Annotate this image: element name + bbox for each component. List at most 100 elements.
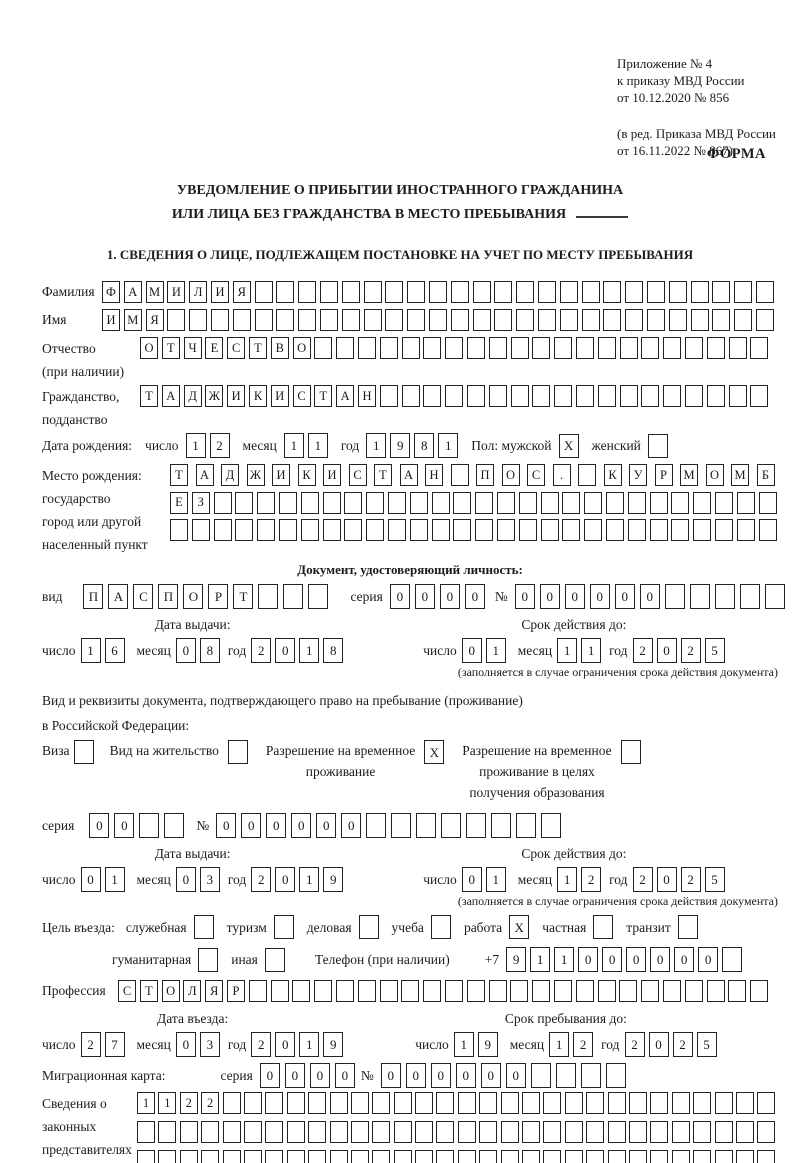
char-cell[interactable] [510, 385, 529, 407]
char-cell[interactable] [603, 309, 622, 331]
char-cell[interactable] [559, 309, 578, 331]
char-cell[interactable] [137, 1121, 155, 1143]
char-cell[interactable]: 0 [175, 638, 196, 663]
char-cell[interactable] [562, 519, 581, 541]
char-cell[interactable] [735, 1092, 754, 1114]
char-cell[interactable]: Т [161, 337, 180, 359]
char-cell[interactable]: 0 [656, 638, 677, 663]
char-cell[interactable]: 3 [199, 867, 220, 892]
char-cell[interactable]: 8 [323, 638, 344, 663]
char-cell[interactable] [314, 980, 333, 1002]
char-cell[interactable] [541, 813, 562, 838]
char-cell[interactable] [518, 491, 537, 514]
char-cell[interactable] [436, 1121, 455, 1143]
char-cell[interactable]: 0 [89, 813, 110, 838]
char-cell[interactable] [714, 584, 735, 609]
char-cell[interactable]: X [424, 740, 445, 764]
char-cell[interactable]: 2 [251, 638, 272, 663]
char-cell[interactable] [235, 491, 254, 514]
char-cell[interactable] [322, 519, 341, 541]
char-cell[interactable]: 0 [114, 813, 135, 838]
char-cell[interactable] [170, 519, 188, 541]
char-cell[interactable] [619, 980, 638, 1002]
char-cell[interactable] [684, 337, 703, 359]
char-cell[interactable] [586, 1121, 605, 1143]
char-cell[interactable] [736, 519, 755, 541]
char-cell[interactable]: 0 [175, 867, 196, 892]
char-cell[interactable] [466, 813, 487, 838]
char-cell[interactable] [706, 385, 725, 407]
char-cell[interactable] [706, 337, 725, 359]
char-cell[interactable] [379, 337, 398, 359]
char-cell[interactable]: К [248, 385, 267, 407]
char-cell[interactable]: 8 [414, 433, 435, 458]
char-cell[interactable]: 0 [175, 1032, 196, 1057]
char-cell[interactable]: 0 [639, 584, 660, 609]
char-cell[interactable]: 9 [390, 433, 411, 458]
char-cell[interactable] [407, 309, 426, 331]
char-cell[interactable] [385, 309, 404, 331]
char-cell[interactable] [466, 385, 485, 407]
char-cell[interactable] [308, 1150, 327, 1163]
char-cell[interactable] [564, 1150, 583, 1163]
char-cell[interactable]: А [161, 385, 180, 407]
char-cell[interactable]: 1 [485, 638, 506, 663]
char-cell[interactable] [516, 309, 535, 331]
char-cell[interactable]: А [336, 385, 355, 407]
char-cell[interactable] [428, 281, 447, 303]
char-cell[interactable]: Я [232, 281, 251, 303]
char-cell[interactable]: 0 [464, 584, 485, 609]
char-cell[interactable] [646, 309, 665, 331]
char-cell[interactable] [213, 491, 232, 514]
char-cell[interactable] [628, 1092, 647, 1114]
char-cell[interactable]: Т [233, 584, 254, 609]
char-cell[interactable] [664, 584, 685, 609]
char-cell[interactable]: Л [189, 281, 208, 303]
char-cell[interactable] [254, 281, 273, 303]
char-cell[interactable]: Ч [183, 337, 202, 359]
char-cell[interactable] [227, 740, 248, 764]
char-cell[interactable] [581, 281, 600, 303]
char-cell[interactable]: А [123, 281, 142, 303]
char-cell[interactable] [423, 337, 442, 359]
char-cell[interactable] [555, 1063, 576, 1088]
char-cell[interactable]: 9 [323, 1032, 344, 1057]
char-cell[interactable]: Е [205, 337, 224, 359]
char-cell[interactable] [445, 337, 464, 359]
char-cell[interactable] [706, 980, 725, 1002]
char-cell[interactable] [350, 1121, 369, 1143]
char-cell[interactable] [684, 980, 703, 1002]
char-cell[interactable] [387, 519, 406, 541]
char-cell[interactable] [270, 980, 289, 1002]
char-cell[interactable] [300, 519, 319, 541]
char-cell[interactable]: 9 [323, 867, 344, 892]
char-cell[interactable] [341, 309, 360, 331]
char-cell[interactable] [222, 1121, 241, 1143]
char-cell[interactable]: 0 [389, 584, 410, 609]
char-cell[interactable]: 0 [589, 584, 610, 609]
char-cell[interactable]: Д [183, 385, 202, 407]
char-cell[interactable]: О [705, 464, 724, 486]
char-cell[interactable] [300, 491, 319, 514]
char-cell[interactable]: М [123, 309, 142, 331]
char-cell[interactable] [593, 915, 614, 939]
char-cell[interactable]: 0 [266, 813, 287, 838]
char-cell[interactable] [444, 980, 463, 1002]
char-cell[interactable] [554, 385, 573, 407]
char-cell[interactable]: П [158, 584, 179, 609]
char-cell[interactable] [341, 281, 360, 303]
char-cell[interactable] [453, 519, 472, 541]
char-cell[interactable] [466, 337, 485, 359]
char-cell[interactable] [431, 519, 450, 541]
char-cell[interactable] [441, 813, 462, 838]
char-cell[interactable] [714, 1092, 733, 1114]
char-cell[interactable] [243, 1150, 262, 1163]
char-cell[interactable] [457, 1092, 476, 1114]
char-cell[interactable]: 1 [137, 1092, 155, 1114]
char-cell[interactable]: 1 [299, 1032, 320, 1057]
char-cell[interactable]: 0 [480, 1063, 501, 1088]
char-cell[interactable] [586, 1092, 605, 1114]
char-cell[interactable]: И [210, 281, 229, 303]
char-cell[interactable] [415, 1121, 434, 1143]
char-cell[interactable] [423, 980, 442, 1002]
